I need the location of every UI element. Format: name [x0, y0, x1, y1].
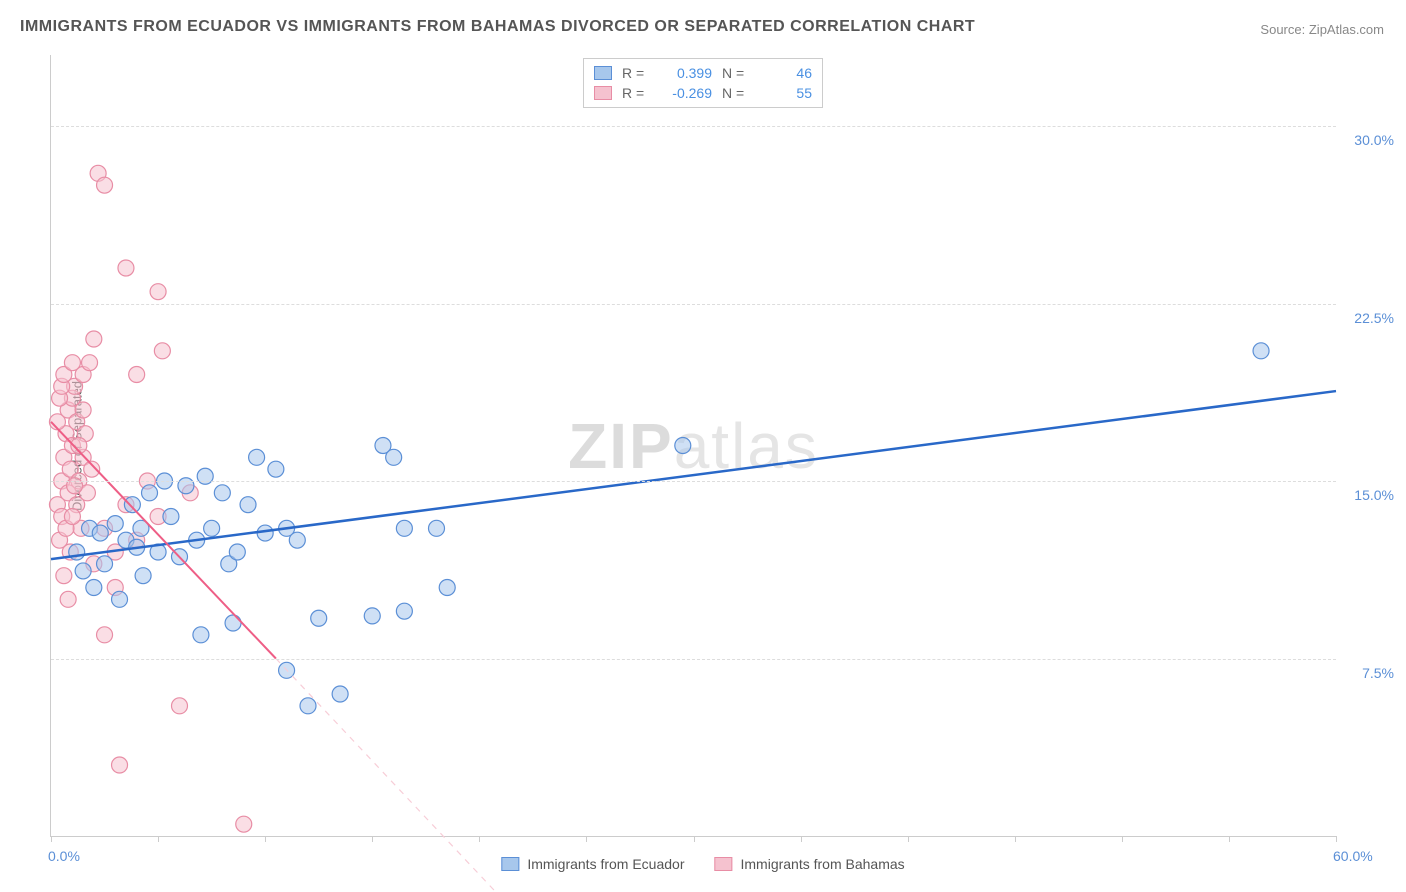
n-label: N = [722, 85, 750, 101]
legend-stats-row: R = 0.399 N = 46 [594, 63, 812, 83]
scatter-point [289, 532, 305, 548]
scatter-point [82, 355, 98, 371]
x-tick [51, 836, 52, 842]
legend-label: Immigrants from Ecuador [527, 856, 684, 872]
legend-item-ecuador: Immigrants from Ecuador [501, 856, 684, 872]
scatter-point [75, 563, 91, 579]
trend-line [51, 391, 1336, 559]
legend-swatch-ecuador [501, 857, 519, 871]
scatter-point [1253, 343, 1269, 359]
scatter-point [56, 568, 72, 584]
scatter-point [150, 284, 166, 300]
scatter-point [86, 331, 102, 347]
x-tick [479, 836, 480, 842]
scatter-point [124, 497, 140, 513]
scatter-point [97, 177, 113, 193]
scatter-point [112, 757, 128, 773]
x-tick [1122, 836, 1123, 842]
scatter-point [118, 260, 134, 276]
scatter-point [60, 591, 76, 607]
scatter-point [225, 615, 241, 631]
scatter-point [86, 580, 102, 596]
y-tick-label: 22.5% [1354, 310, 1394, 326]
x-tick [801, 836, 802, 842]
scatter-point [311, 610, 327, 626]
scatter-point [97, 556, 113, 572]
x-tick-label: 60.0% [1333, 848, 1373, 864]
scatter-point [64, 355, 80, 371]
x-tick [265, 836, 266, 842]
trend-line [51, 422, 276, 659]
legend-stats-row: R = -0.269 N = 55 [594, 83, 812, 103]
legend-bottom: Immigrants from Ecuador Immigrants from … [501, 856, 904, 872]
scatter-point [75, 402, 91, 418]
gridline-horizontal [51, 659, 1336, 660]
scatter-point [214, 485, 230, 501]
scatter-point [142, 485, 158, 501]
chart-container: IMMIGRANTS FROM ECUADOR VS IMMIGRANTS FR… [0, 0, 1406, 892]
y-tick-label: 15.0% [1354, 487, 1394, 503]
scatter-point [240, 497, 256, 513]
scatter-point [439, 580, 455, 596]
gridline-horizontal [51, 304, 1336, 305]
plot-area: ZIPatlas [50, 55, 1336, 837]
n-value: 46 [760, 65, 812, 81]
chart-title: IMMIGRANTS FROM ECUADOR VS IMMIGRANTS FR… [20, 18, 975, 36]
x-tick-label: 0.0% [48, 848, 80, 864]
legend-swatch-ecuador [594, 66, 612, 80]
r-label: R = [622, 65, 650, 81]
scatter-point [249, 449, 265, 465]
scatter-point [229, 544, 245, 560]
legend-swatch-bahamas [594, 86, 612, 100]
scatter-point [97, 627, 113, 643]
scatter-point [163, 509, 179, 525]
source-attribution: Source: ZipAtlas.com [1260, 22, 1384, 37]
scatter-point [236, 816, 252, 832]
scatter-point [332, 686, 348, 702]
source-value: ZipAtlas.com [1309, 22, 1384, 37]
gridline-horizontal [51, 126, 1336, 127]
x-tick [1229, 836, 1230, 842]
legend-label: Immigrants from Bahamas [741, 856, 905, 872]
scatter-point [204, 520, 220, 536]
x-tick [1336, 836, 1337, 842]
n-label: N = [722, 65, 750, 81]
scatter-point [396, 603, 412, 619]
scatter-point [300, 698, 316, 714]
r-label: R = [622, 85, 650, 101]
scatter-point [675, 438, 691, 454]
x-tick [694, 836, 695, 842]
r-value: -0.269 [660, 85, 712, 101]
x-tick [1015, 836, 1016, 842]
scatter-plot-svg [51, 55, 1336, 836]
scatter-point [429, 520, 445, 536]
scatter-point [172, 698, 188, 714]
scatter-point [135, 568, 151, 584]
legend-item-bahamas: Immigrants from Bahamas [715, 856, 905, 872]
scatter-point [268, 461, 284, 477]
scatter-point [129, 367, 145, 383]
gridline-horizontal [51, 481, 1336, 482]
n-value: 55 [760, 85, 812, 101]
r-value: 0.399 [660, 65, 712, 81]
scatter-point [92, 525, 108, 541]
scatter-point [364, 608, 380, 624]
x-tick [908, 836, 909, 842]
scatter-point [64, 509, 80, 525]
scatter-point [112, 591, 128, 607]
scatter-point [193, 627, 209, 643]
scatter-point [386, 449, 402, 465]
legend-stats-box: R = 0.399 N = 46 R = -0.269 N = 55 [583, 58, 823, 108]
legend-swatch-bahamas [715, 857, 733, 871]
scatter-point [107, 516, 123, 532]
source-label: Source: [1260, 22, 1305, 37]
x-tick [158, 836, 159, 842]
x-tick [372, 836, 373, 842]
x-tick [586, 836, 587, 842]
scatter-point [154, 343, 170, 359]
y-tick-label: 30.0% [1354, 132, 1394, 148]
scatter-point [396, 520, 412, 536]
y-tick-label: 7.5% [1362, 665, 1394, 681]
